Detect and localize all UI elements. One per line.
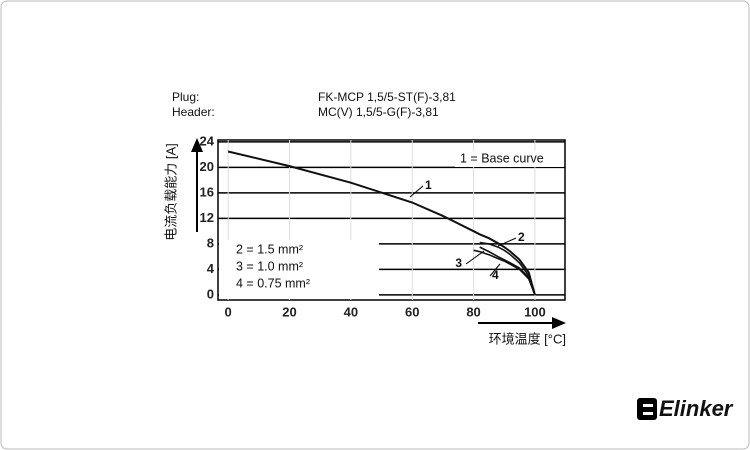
curve-label-leader (409, 185, 424, 198)
logo-icon (637, 398, 657, 420)
curve-label-leader (489, 263, 501, 277)
info-label: Header: (172, 105, 215, 119)
x-tick-label: 80 (466, 304, 480, 319)
y-arrow-head (191, 138, 203, 152)
curve-label-leader (465, 250, 485, 265)
x-tick-label: 100 (524, 304, 546, 319)
curve (479, 241, 536, 296)
y-tick-label: 24 (200, 133, 215, 148)
info-value: MC(V) 1,5/5-G(F)-3,81 (318, 105, 439, 119)
y-tick-label: 20 (200, 159, 214, 174)
curve (479, 246, 536, 296)
curve-label: 4 (492, 268, 499, 282)
y-axis-label: 电流负载能力 [A] (163, 143, 178, 241)
info-label: Plug: (172, 90, 199, 104)
legend-box (219, 240, 379, 299)
logo-text: Elinker (659, 396, 734, 421)
y-tick-label: 8 (207, 235, 214, 250)
x-arrow-head (552, 317, 566, 329)
y-tick-label: 12 (200, 210, 214, 225)
x-tick-label: 60 (405, 304, 419, 319)
logo-icon-bar (643, 412, 653, 415)
legend-entry: 4 = 0.75 mm² (236, 276, 310, 290)
curve-label: 1 (425, 178, 432, 192)
legend-entry: 3 = 1.0 mm² (236, 259, 303, 273)
legend-box (455, 151, 564, 167)
x-tick-label: 20 (282, 304, 296, 319)
x-tick-label: 40 (344, 304, 358, 319)
curve-label: 2 (518, 230, 525, 244)
legend-entry: 1 = Base curve (460, 151, 544, 165)
logo-icon-bar (643, 404, 653, 407)
logo: Elinker (637, 396, 734, 421)
info-value: FK-MCP 1,5/5-ST(F)-3,81 (318, 90, 456, 104)
curve (473, 249, 536, 296)
curve-label: 3 (455, 256, 462, 270)
x-axis-label: 环境温度 [°C] (489, 331, 566, 346)
y-tick-label: 16 (200, 184, 214, 199)
y-tick-label: 0 (207, 286, 214, 301)
x-tick-label: 0 (225, 304, 232, 319)
y-tick-label: 4 (207, 261, 215, 276)
curve (227, 150, 536, 296)
legend-entry: 2 = 1.5 mm² (236, 242, 303, 256)
curve-label-leader (497, 237, 517, 247)
